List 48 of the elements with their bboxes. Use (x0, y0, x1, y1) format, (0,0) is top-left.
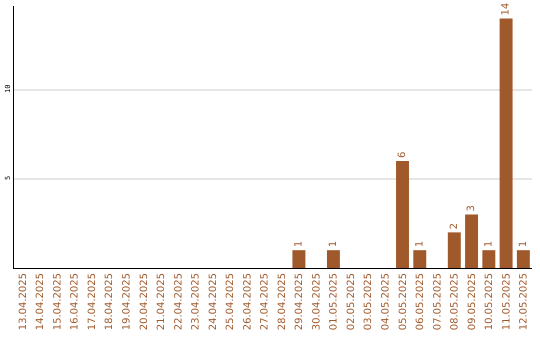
x-tick-label: 10.05.2025 (484, 273, 496, 330)
data-label: 1 (328, 240, 339, 248)
x-tick-label: 14.04.2025 (35, 273, 46, 330)
x-tick-label: 01.05.2025 (328, 273, 340, 330)
x-tick-label: 20.04.2025 (138, 273, 150, 330)
x-tick-label: 07.05.2025 (432, 273, 444, 330)
x-tick-label: 04.05.2025 (380, 273, 392, 330)
bar (465, 214, 478, 268)
bar (500, 18, 513, 268)
data-label: 1 (414, 240, 426, 248)
x-tick-label: 24.04.2025 (208, 273, 219, 330)
bar (326, 250, 340, 268)
bar (413, 250, 426, 268)
x-tick-label: 28.04.2025 (276, 273, 288, 330)
x-tick-label: 21.04.2025 (156, 273, 168, 330)
x-tick-label: 25.04.2025 (225, 273, 236, 330)
data-label: 2 (448, 222, 460, 230)
x-tick-label: 30.04.2025 (311, 273, 322, 330)
bar (292, 250, 306, 268)
x-tick-label: 18.04.2025 (104, 273, 116, 330)
x-tick-label: 22.04.2025 (173, 273, 184, 330)
x-tick-label: 17.04.2025 (86, 273, 98, 330)
x-tick-label: 02.05.2025 (346, 273, 357, 330)
x-tick-label: 06.05.2025 (415, 273, 426, 330)
data-label: 6 (397, 152, 408, 158)
x-tick-label: 27.04.2025 (260, 273, 271, 330)
x-tick-label: 08.05.2025 (450, 273, 461, 330)
x-tick-label: 05.05.2025 (398, 273, 409, 330)
data-label: 3 (466, 205, 478, 212)
x-tick-label: 13.04.2025 (18, 273, 29, 330)
x-tick-label: 11.05.2025 (501, 273, 512, 330)
data-label: 1 (483, 240, 494, 248)
data-label: 14 (500, 2, 512, 16)
x-tick-label: 26.04.2025 (242, 273, 254, 330)
x-tick-label: 09.05.2025 (466, 273, 478, 330)
x-tick-label: 19.04.2025 (121, 273, 132, 330)
x-tick-label: 16.04.2025 (70, 273, 81, 330)
x-tick-label: 12.05.2025 (518, 273, 530, 330)
x-tick-label: 03.05.2025 (363, 273, 374, 330)
x-tick-label: 29.04.2025 (294, 273, 306, 330)
x-tick-label: 15.04.2025 (52, 273, 64, 330)
bar (448, 232, 461, 268)
x-tick-label: 23.04.2025 (190, 273, 202, 330)
data-label: 1 (293, 240, 304, 248)
data-label: 1 (518, 240, 529, 248)
bar (482, 250, 496, 268)
bar (516, 250, 530, 268)
bar (396, 161, 409, 268)
